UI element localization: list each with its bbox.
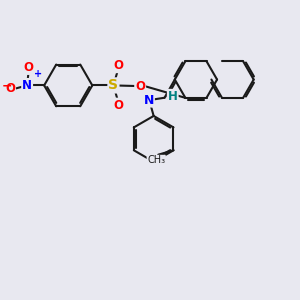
Text: S: S (108, 78, 118, 92)
Text: O: O (114, 59, 124, 72)
Text: N: N (22, 79, 32, 92)
Text: O: O (24, 61, 34, 74)
Text: O: O (5, 82, 15, 95)
Text: O: O (114, 99, 124, 112)
Text: O: O (135, 80, 145, 92)
Text: N: N (143, 94, 154, 106)
Text: +: + (34, 69, 42, 79)
Text: H: H (168, 90, 178, 103)
Text: −: − (2, 80, 12, 93)
Text: CH₃: CH₃ (147, 155, 165, 165)
